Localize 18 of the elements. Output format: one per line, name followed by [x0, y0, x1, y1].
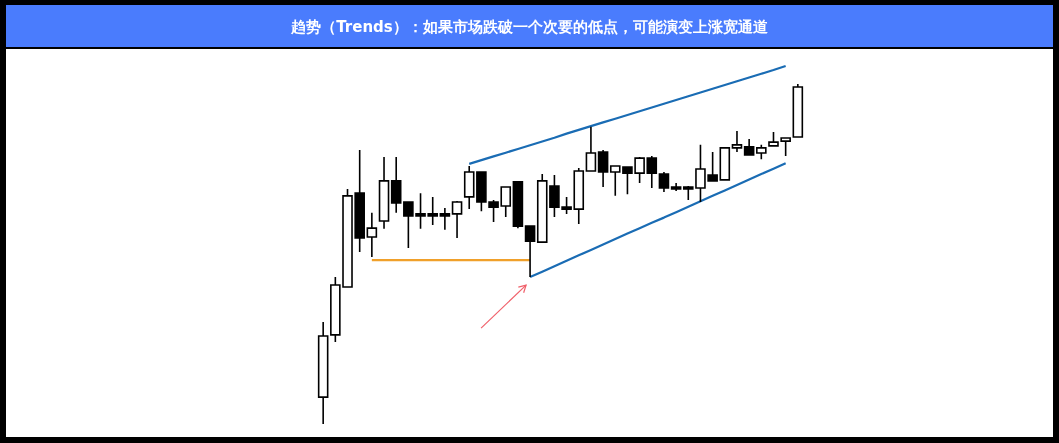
candlestick	[743, 138, 755, 156]
candlestick	[317, 321, 329, 425]
chart-title: 趋势（Trends）：如果市场跌破一个次要的低点，可能演变上涨宽通道	[290, 18, 769, 36]
candlestick	[719, 146, 731, 181]
candlestick	[451, 200, 463, 239]
candlestick	[378, 156, 390, 230]
candlestick	[390, 156, 402, 214]
candlestick	[439, 207, 451, 231]
candlestick	[756, 144, 767, 160]
candlestick	[792, 83, 804, 138]
candlestick	[731, 130, 743, 153]
candlestick	[597, 149, 609, 188]
candlestick	[658, 171, 670, 193]
candlestick	[512, 181, 524, 229]
candlestick	[366, 212, 378, 258]
candlestick	[670, 182, 682, 192]
candlestick	[524, 225, 536, 278]
candlestick	[585, 126, 597, 172]
